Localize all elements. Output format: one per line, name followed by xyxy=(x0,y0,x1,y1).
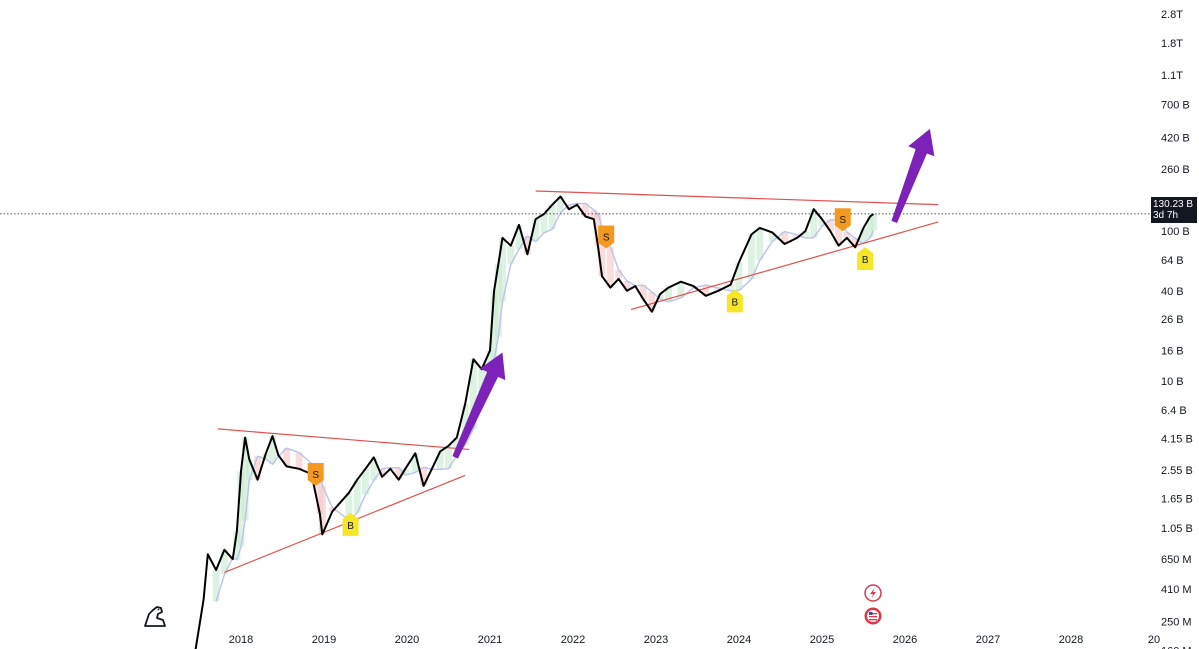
signal-markers: S B S B S B xyxy=(307,208,874,536)
signal-label: S xyxy=(603,233,610,244)
x-tick-label: 2021 xyxy=(478,634,502,646)
x-tick-label: 2024 xyxy=(727,634,751,646)
x-tick-label: 2018 xyxy=(229,634,253,646)
x-tick-label: 2023 xyxy=(644,634,668,646)
signal-label: S xyxy=(312,470,319,481)
y-tick-label: 10 B xyxy=(1161,376,1184,388)
ma-bands xyxy=(212,196,877,602)
arrow-shape xyxy=(452,352,506,459)
y-tick-label: 700 B xyxy=(1161,99,1190,111)
buy-flag-shape xyxy=(857,247,874,271)
signal-label: B xyxy=(732,297,739,308)
buy-signal-marker: B xyxy=(857,247,874,271)
us-flag-icon[interactable] xyxy=(864,607,882,625)
y-tick-label: 160 M xyxy=(1161,645,1192,649)
y-tick-label: 1.65 B xyxy=(1161,493,1193,505)
x-tick-label: 2026 xyxy=(893,634,917,646)
price-line xyxy=(194,195,875,649)
signal-label: S xyxy=(839,215,846,226)
trendlines xyxy=(0,190,1155,573)
y-tick-label: 100 B xyxy=(1161,226,1190,238)
y-tick-label: 260 B xyxy=(1161,164,1190,176)
current-price-value: 130.23 B xyxy=(1153,199,1194,210)
flash-icon[interactable] xyxy=(864,584,882,602)
projection-arrows xyxy=(452,128,935,459)
y-tick-label: 2.55 B xyxy=(1161,465,1193,477)
trendline xyxy=(630,221,939,311)
x-tick-label: 2025 xyxy=(810,634,834,646)
x-tick-label: 2028 xyxy=(1059,634,1083,646)
buy-signal-marker: B xyxy=(726,289,743,313)
sell-signal-marker: S xyxy=(598,225,615,249)
x-tick-label: 2020 xyxy=(395,634,419,646)
y-tick-label: 16 B xyxy=(1161,345,1184,357)
projection-arrow xyxy=(891,128,935,224)
candle-countdown: 3d 7h xyxy=(1153,210,1179,221)
trendline xyxy=(535,190,939,206)
y-tick-label: 26 B xyxy=(1161,314,1184,326)
y-tick-label: 6.4 B xyxy=(1161,405,1187,417)
signal-label: B xyxy=(862,255,869,266)
sell-signal-marker: S xyxy=(834,208,851,232)
moving-average-line xyxy=(215,202,875,602)
current-price-tag: 130.23 B 3d 7h xyxy=(1151,197,1197,223)
buy-flag-shape xyxy=(342,512,359,536)
buy-signal-marker: B xyxy=(342,512,359,536)
y-tick-label: 64 B xyxy=(1161,255,1184,267)
sell-signal-marker: S xyxy=(307,463,324,487)
y-tick-label: 1.8T xyxy=(1161,38,1183,50)
y-tick-label: 410 M xyxy=(1161,584,1192,596)
x-tick-label: 2027 xyxy=(976,634,1000,646)
price-series-line xyxy=(194,195,875,649)
x-axis[interactable]: 2018 2019 2020 2021 2022 2023 2024 2025 2026 2027… xyxy=(229,634,1160,646)
signal-label: B xyxy=(347,521,354,532)
x-tick-label: 2022 xyxy=(561,634,585,646)
sell-flag-shape xyxy=(598,225,615,249)
buy-flag-shape xyxy=(726,289,743,313)
y-tick-label: 4.15 B xyxy=(1161,433,1193,445)
y-tick-label: 1.05 B xyxy=(1161,523,1193,535)
y-tick-label: 650 M xyxy=(1161,554,1192,566)
y-tick-label: 40 B xyxy=(1161,286,1184,298)
x-tick-label: 20 xyxy=(1148,634,1160,646)
y-tick-label: 420 B xyxy=(1161,133,1190,145)
y-tick-label: 1.1T xyxy=(1161,70,1183,82)
sell-flag-shape xyxy=(307,463,324,487)
trendline xyxy=(217,428,470,451)
y-tick-label: 250 M xyxy=(1161,616,1192,628)
y-tick-label: 2.8T xyxy=(1161,9,1183,21)
projection-arrow xyxy=(452,352,506,459)
arrow-shape xyxy=(891,128,935,224)
sell-flag-shape xyxy=(834,208,851,232)
x-tick-label: 2019 xyxy=(312,634,336,646)
logo-dino-icon xyxy=(144,606,166,627)
